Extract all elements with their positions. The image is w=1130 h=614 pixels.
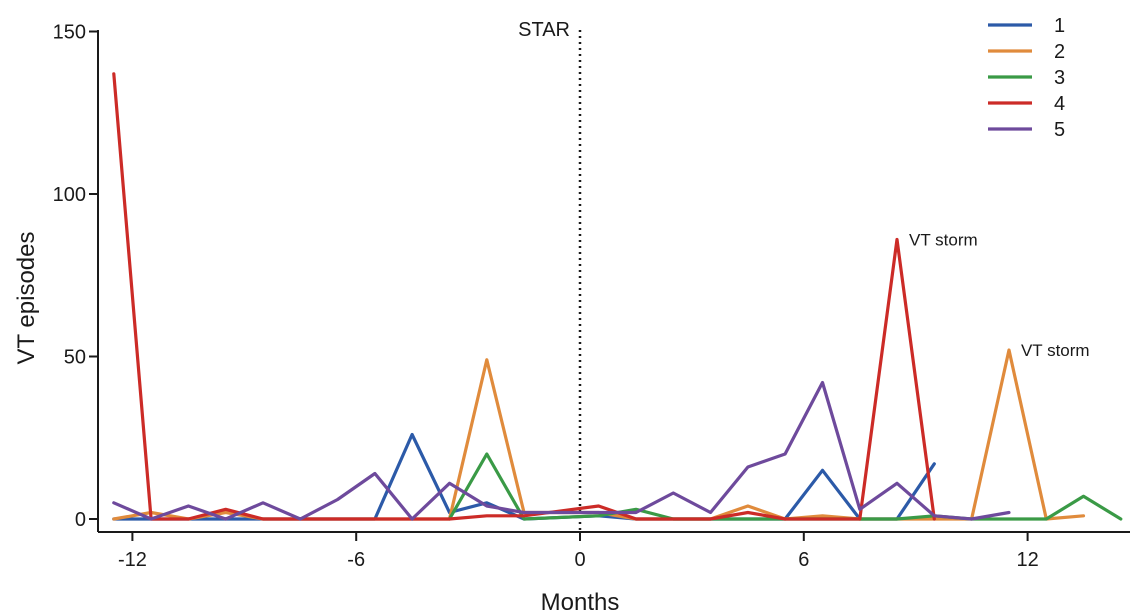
x-axis-title: Months — [541, 589, 620, 614]
y-tick-label: 150 — [53, 22, 86, 44]
series-line-1 — [112, 432, 936, 521]
y-tick-label: 0 — [75, 509, 86, 531]
x-ticks: -12 -6 0 6 12 — [118, 532, 1039, 571]
legend-label-1: 1 — [1054, 15, 1065, 37]
series-line-4 — [112, 72, 936, 521]
x-tick-label: 12 — [1016, 549, 1038, 571]
axes — [97, 30, 1130, 533]
x-tick-label: -6 — [347, 549, 365, 571]
series-line-2 — [112, 348, 1086, 521]
annotations: VT storm VT storm — [909, 231, 1090, 361]
star-label: STAR — [518, 19, 570, 41]
series-line-5 — [112, 380, 1011, 521]
legend-label-3: 3 — [1054, 67, 1065, 89]
y-tick-label: 50 — [64, 347, 86, 369]
y-axis-title: VT episodes — [13, 232, 40, 365]
x-tick-label: 0 — [574, 549, 585, 571]
y-ticks: 0 50 100 150 — [53, 22, 98, 531]
legend: 1 2 3 4 5 — [988, 15, 1065, 141]
legend-label-2: 2 — [1054, 41, 1065, 63]
series-lines — [112, 72, 1123, 521]
annotation-label: VT storm — [909, 231, 978, 250]
y-tick-label: 100 — [53, 184, 86, 206]
star-reference: STAR — [518, 19, 582, 530]
x-tick-label: 6 — [798, 549, 809, 571]
x-tick-label: -12 — [118, 549, 147, 571]
series-line-3 — [447, 452, 1123, 521]
legend-label-5: 5 — [1054, 119, 1065, 141]
annotation-label: VT storm — [1021, 341, 1090, 360]
legend-label-4: 4 — [1054, 93, 1065, 115]
